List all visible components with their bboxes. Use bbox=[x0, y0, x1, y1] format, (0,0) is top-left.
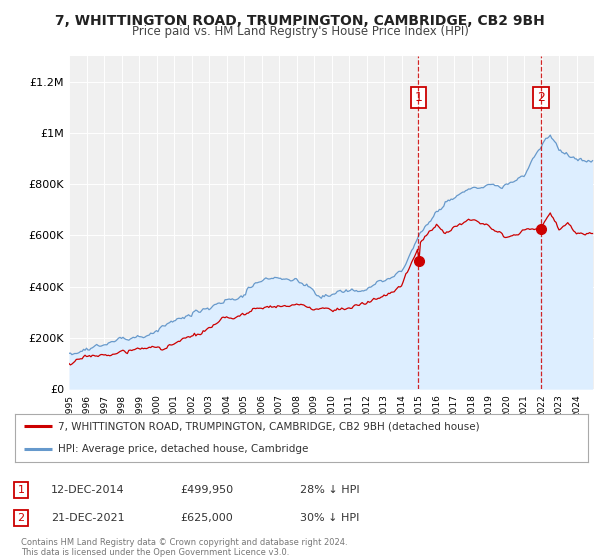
Text: HPI: Average price, detached house, Cambridge: HPI: Average price, detached house, Camb… bbox=[58, 444, 308, 454]
Text: 12-DEC-2014: 12-DEC-2014 bbox=[51, 485, 125, 495]
Text: £625,000: £625,000 bbox=[180, 513, 233, 523]
Text: 7, WHITTINGTON ROAD, TRUMPINGTON, CAMBRIDGE, CB2 9BH: 7, WHITTINGTON ROAD, TRUMPINGTON, CAMBRI… bbox=[55, 14, 545, 28]
Text: 2: 2 bbox=[537, 91, 545, 104]
Text: 7, WHITTINGTON ROAD, TRUMPINGTON, CAMBRIDGE, CB2 9BH (detached house): 7, WHITTINGTON ROAD, TRUMPINGTON, CAMBRI… bbox=[58, 421, 479, 431]
Text: 28% ↓ HPI: 28% ↓ HPI bbox=[300, 485, 359, 495]
Text: 21-DEC-2021: 21-DEC-2021 bbox=[51, 513, 125, 523]
Text: 2: 2 bbox=[17, 513, 25, 523]
Text: Price paid vs. HM Land Registry's House Price Index (HPI): Price paid vs. HM Land Registry's House … bbox=[131, 25, 469, 38]
Text: £499,950: £499,950 bbox=[180, 485, 233, 495]
Text: 30% ↓ HPI: 30% ↓ HPI bbox=[300, 513, 359, 523]
Text: 1: 1 bbox=[415, 91, 422, 104]
Text: Contains HM Land Registry data © Crown copyright and database right 2024.
This d: Contains HM Land Registry data © Crown c… bbox=[21, 538, 347, 557]
Text: 1: 1 bbox=[17, 485, 25, 495]
